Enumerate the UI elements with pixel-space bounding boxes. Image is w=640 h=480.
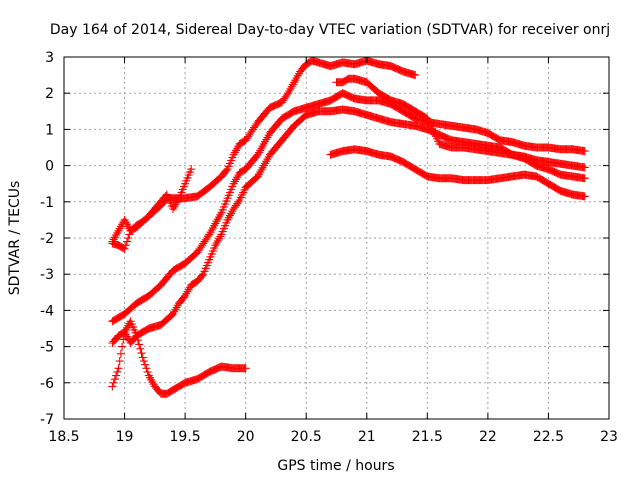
data-series: [108, 56, 589, 398]
series-markers: [108, 317, 250, 398]
y-tick-label: -1: [40, 195, 54, 211]
x-tick-label: 21.5: [412, 429, 443, 445]
x-tick-label: 18.5: [48, 429, 79, 445]
data-series-7: [332, 74, 589, 183]
series-markers: [108, 89, 589, 326]
data-series-2: [108, 165, 196, 253]
x-tick-label: 19: [116, 429, 134, 445]
x-tick-label: 22.5: [533, 429, 564, 445]
x-tick-label: 20.5: [291, 429, 322, 445]
y-tick-label: -3: [40, 267, 54, 283]
x-tick-label: 21: [358, 429, 376, 445]
y-tick-label: -5: [40, 340, 54, 356]
y-axis-label: SDTVAR / TECUs: [7, 181, 23, 296]
data-series-3: [108, 89, 589, 326]
y-tick-label: -6: [40, 376, 54, 392]
series-markers: [108, 105, 589, 347]
series-markers: [108, 165, 196, 253]
x-tick-label: 22: [479, 429, 497, 445]
data-series-5: [108, 317, 250, 398]
series-markers: [332, 74, 589, 183]
axis-ticks: 18.5 19 19.5 20 20.5 21 21.5 22 22.5 23-7-6-5-4-3…: [40, 50, 618, 445]
chart-title: Day 164 of 2014, Sidereal Day-to-day VTE…: [50, 22, 610, 38]
x-tick-label: 20: [237, 429, 255, 445]
y-tick-label: 2: [45, 86, 54, 102]
y-tick-label: 3: [45, 50, 54, 66]
series-markers: [326, 145, 589, 201]
y-tick-label: 0: [45, 159, 54, 175]
data-series-4: [108, 105, 589, 347]
y-tick-label: 1: [45, 122, 54, 138]
x-tick-label: 23: [600, 429, 618, 445]
x-tick-label: 19.5: [170, 429, 201, 445]
data-series-6: [326, 145, 589, 201]
x-axis-label: GPS time / hours: [277, 458, 394, 474]
y-tick-label: -2: [40, 231, 54, 247]
y-tick-label: -7: [40, 412, 54, 428]
y-tick-label: -4: [40, 303, 54, 319]
